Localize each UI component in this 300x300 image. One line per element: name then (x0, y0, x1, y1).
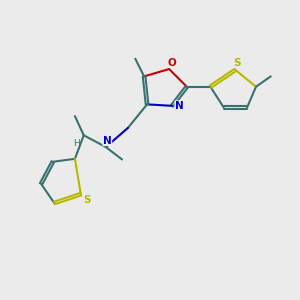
Text: N: N (175, 101, 184, 111)
Text: N: N (103, 136, 112, 146)
Text: S: S (83, 195, 90, 205)
Text: S: S (233, 58, 241, 68)
Text: O: O (167, 58, 176, 68)
Text: H: H (73, 139, 80, 148)
